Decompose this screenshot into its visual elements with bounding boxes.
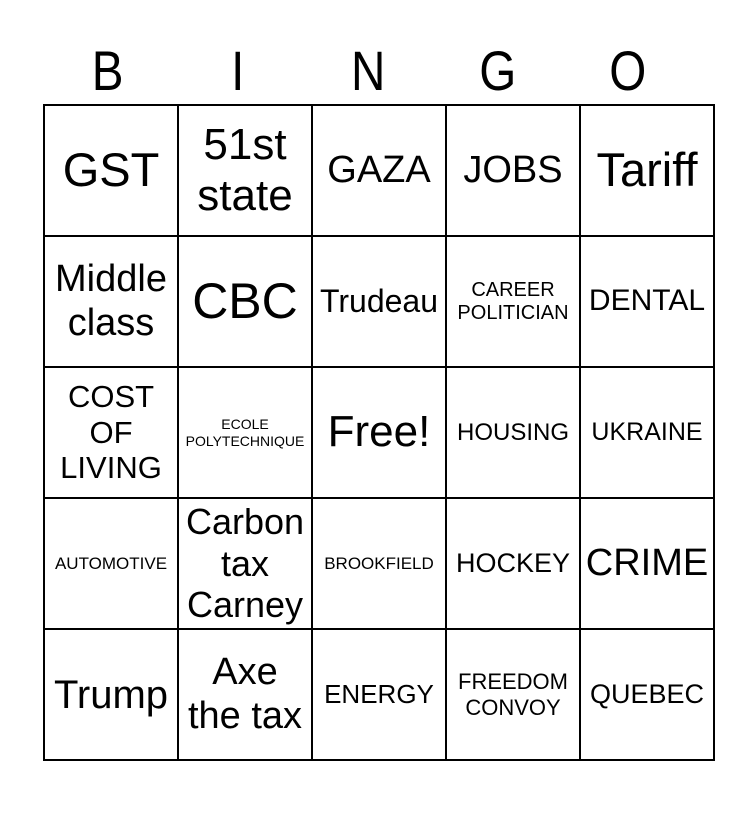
bingo-row-2: Middle class CBC Trudeau CAREER POLITICIAN D… (43, 235, 715, 368)
bingo-cell-free[interactable]: Free! (311, 366, 447, 499)
cell-text: BROOKFIELD (324, 553, 434, 573)
bingo-cell-r2c1[interactable]: Middle class (43, 235, 179, 368)
cell-text: JOBS (463, 148, 563, 191)
cell-text: AUTOMOTIVE (54, 553, 168, 573)
cell-text: GAZA (327, 148, 431, 191)
bingo-cell-r1c3[interactable]: GAZA (311, 104, 447, 237)
bingo-letter-o: O (609, 39, 647, 102)
bingo-title-slot-g: G (433, 38, 563, 104)
bingo-cell-r5c1[interactable]: Trump (43, 628, 179, 761)
cell-text: CAREER POLITICIAN (457, 278, 569, 324)
bingo-title: B I N G O (43, 38, 693, 104)
bingo-cell-r5c5[interactable]: QUEBEC (579, 628, 715, 761)
bingo-cell-r4c3[interactable]: BROOKFIELD (311, 497, 447, 630)
cell-text: ENERGY (324, 678, 434, 709)
bingo-cell-r4c4[interactable]: HOCKEY (445, 497, 581, 630)
bingo-cell-r3c1[interactable]: COST OF LIVING (43, 366, 179, 499)
bingo-card: B I N G O GST 51st state GAZA JOBS Tariff Mid… (43, 38, 715, 761)
bingo-cell-r5c4[interactable]: FREEDOM CONVOY (445, 628, 581, 761)
cell-text: Trudeau (320, 283, 438, 320)
bingo-cell-r4c5[interactable]: CRIME (579, 497, 715, 630)
bingo-cell-r2c4[interactable]: CAREER POLITICIAN (445, 235, 581, 368)
cell-text: Axe the tax (187, 650, 303, 737)
cell-text: Middle class (55, 257, 167, 344)
cell-text: Carbon tax Carney (185, 501, 305, 626)
bingo-title-slot-i: I (173, 38, 303, 104)
bingo-row-4: AUTOMOTIVE Carbon tax Carney BROOKFIELD HOC… (43, 497, 715, 630)
bingo-cell-r1c5[interactable]: Tariff (579, 104, 715, 237)
bingo-cell-r4c1[interactable]: AUTOMOTIVE (43, 497, 179, 630)
bingo-letter-i: I (231, 39, 245, 102)
cell-text: HOUSING (456, 418, 569, 446)
cell-text: Trump (53, 672, 169, 717)
bingo-cell-r1c2[interactable]: 51st state (177, 104, 313, 237)
cell-text: UKRAINE (591, 418, 703, 447)
cell-text: QUEBEC (589, 678, 705, 709)
bingo-cell-r2c3[interactable]: Trudeau (311, 235, 447, 368)
bingo-cell-r1c1[interactable]: GST (43, 104, 179, 237)
bingo-cell-r1c4[interactable]: JOBS (445, 104, 581, 237)
bingo-letter-b: B (92, 39, 124, 102)
bingo-letter-g: G (479, 39, 517, 102)
bingo-title-slot-o: O (563, 38, 693, 104)
bingo-letter-n: N (350, 39, 386, 102)
bingo-row-5: Trump Axe the tax ENERGY FREEDOM CONVOY QUEB… (43, 628, 715, 761)
bingo-cell-r4c2[interactable]: Carbon tax Carney (177, 497, 313, 630)
cell-text: Free! (327, 407, 431, 457)
cell-text: ECOLE POLYTECHNIQUE (185, 416, 305, 449)
bingo-cell-r3c4[interactable]: HOUSING (445, 366, 581, 499)
bingo-cell-r2c2[interactable]: CBC (177, 235, 313, 368)
cell-text: FREEDOM CONVOY (458, 669, 568, 720)
cell-text: CBC (192, 272, 298, 329)
cell-text: HOCKEY (455, 547, 571, 578)
bingo-title-slot-n: N (303, 38, 433, 104)
cell-text: 51st state (197, 119, 293, 220)
bingo-cell-r3c5[interactable]: UKRAINE (579, 366, 715, 499)
bingo-row-3: COST OF LIVING ECOLE POLYTECHNIQUE Free! HO… (43, 366, 715, 499)
bingo-cell-r3c2[interactable]: ECOLE POLYTECHNIQUE (177, 366, 313, 499)
cell-text: DENTAL (588, 284, 706, 318)
bingo-cell-r5c3[interactable]: ENERGY (311, 628, 447, 761)
cell-text: COST OF LIVING (60, 379, 162, 486)
bingo-row-1: GST 51st state GAZA JOBS Tariff (43, 104, 715, 237)
bingo-grid: GST 51st state GAZA JOBS Tariff Middle class C… (43, 104, 715, 761)
bingo-cell-r5c2[interactable]: Axe the tax (177, 628, 313, 761)
bingo-title-slot-b: B (43, 38, 173, 104)
cell-text: GST (62, 143, 160, 197)
cell-text: CRIME (585, 541, 709, 584)
cell-text: Tariff (596, 143, 698, 197)
bingo-cell-r2c5[interactable]: DENTAL (579, 235, 715, 368)
